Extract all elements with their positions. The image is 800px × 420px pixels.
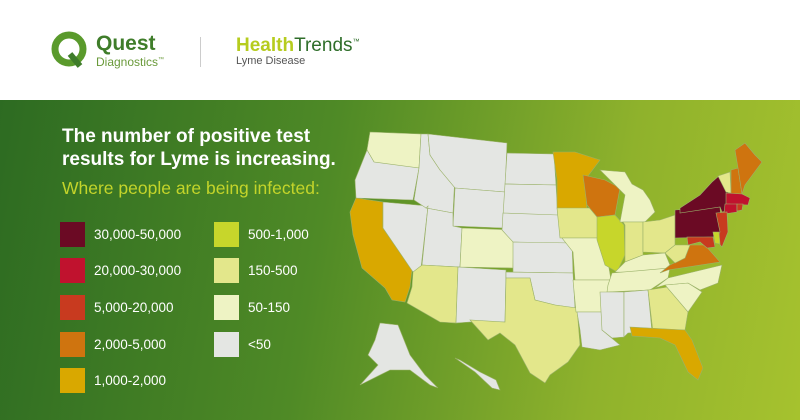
state-nd [504,152,557,186]
legend-swatch [60,222,85,247]
state-mi [599,169,656,223]
legend-label: 30,000-50,000 [94,227,182,242]
header: Quest Diagnostics™ HealthTrends™ Lyme Di… [0,0,800,100]
legend-swatch [214,295,239,320]
state-az [406,264,459,324]
state-ct [723,203,738,215]
legend-swatch [214,258,239,283]
legend-label: 1,000-2,000 [94,373,167,388]
legend-item: 30,000-50,000 [60,222,181,247]
state-fl [629,326,704,381]
headline: The number of positive test results for … [62,126,336,170]
state-ks [512,241,574,274]
legend-item: 150-500 [214,258,298,283]
legend-swatch [60,368,85,393]
legend-swatch [214,332,239,357]
legend-item: 50-150 [214,295,290,320]
subheadline: Where people are being infected: [62,178,320,198]
legend-label: 150-500 [248,263,298,278]
state-nm [455,266,507,324]
legend-swatch [60,332,85,357]
state-ms [599,291,625,339]
state-hi [454,357,501,391]
legend-swatch [60,295,85,320]
state-me [734,142,763,195]
state-wv [664,244,691,264]
state-or [354,149,420,201]
state-il [596,214,626,273]
state-ga [647,286,689,333]
legend-label: 500-1,000 [248,227,309,242]
product-title: HealthTrends™ [236,35,360,56]
legend-label: <50 [248,337,271,352]
legend-item: <50 [214,332,271,357]
legend-label: 20,000-30,000 [94,263,182,278]
state-tx [469,277,581,384]
legend-item: 5,000-20,000 [60,295,174,320]
legend-item: 2,000-5,000 [60,332,166,357]
legend-item: 20,000-30,000 [60,258,181,283]
state-ma [725,192,751,206]
state-va [659,244,721,274]
legend-item: 1,000-2,000 [60,368,166,393]
legend-label: 50-150 [248,300,291,315]
state-de [712,231,721,245]
brand-sub: Diagnostics™ [96,55,165,69]
legend-swatch [60,258,85,283]
legend-item: 500-1,000 [214,222,309,247]
legend-label: 2,000-5,000 [94,337,167,352]
quest-logo-icon [51,31,87,68]
state-sd [502,183,559,219]
state-wy [452,187,506,229]
legend-label: 5,000-20,000 [94,300,174,315]
state-nc [654,264,723,291]
state-ak [359,322,439,389]
divider [200,37,201,67]
product-subtitle: Lyme Disease [236,55,306,67]
state-oh [642,214,676,254]
legend-swatch [214,222,239,247]
state-ri [736,203,744,212]
state-md [686,236,716,249]
brand-name: Quest [96,32,156,55]
